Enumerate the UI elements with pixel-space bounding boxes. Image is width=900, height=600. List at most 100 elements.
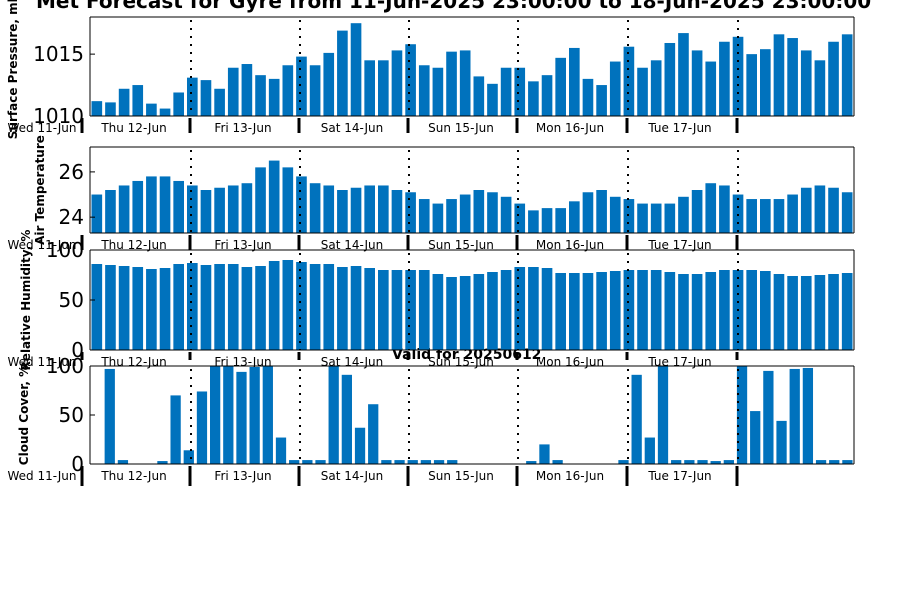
bar [528, 210, 539, 233]
bar [214, 264, 225, 350]
bar [746, 199, 757, 233]
bar [378, 270, 389, 350]
bar [664, 203, 676, 233]
bar [582, 273, 594, 350]
y-tick-label: 100 [46, 354, 84, 378]
bar [723, 460, 734, 464]
bar [814, 275, 826, 350]
bar [787, 276, 798, 350]
bar [657, 366, 669, 464]
bar [569, 201, 580, 233]
bar [249, 366, 260, 464]
bar [315, 460, 326, 464]
bar [289, 460, 300, 464]
bar [541, 268, 553, 350]
bar [91, 101, 103, 116]
bar [773, 199, 785, 233]
bar [323, 264, 335, 350]
bar [814, 185, 826, 233]
bar [200, 265, 212, 350]
bar [132, 267, 144, 350]
bar [787, 194, 798, 233]
day-label: Sun 15-Jun [428, 121, 494, 135]
bar [459, 194, 471, 233]
bar [637, 270, 648, 350]
bar [378, 60, 389, 116]
bar [555, 57, 566, 116]
bar [678, 196, 689, 233]
bar [350, 187, 362, 233]
bar [368, 404, 379, 464]
bar [473, 190, 485, 233]
bar [828, 41, 839, 116]
bar [582, 192, 594, 233]
bar [760, 199, 771, 233]
bar [732, 194, 744, 233]
bar [828, 274, 839, 350]
bar [227, 264, 239, 350]
day-label: Sun 15-Jun [428, 469, 494, 483]
bar [420, 460, 432, 464]
bar [418, 270, 430, 350]
bar [446, 51, 457, 116]
y-tick-label: 26 [59, 160, 84, 184]
bar [500, 270, 512, 350]
day-label: Fri 13-Jun [214, 121, 271, 135]
bar [173, 92, 184, 116]
bar [760, 49, 771, 116]
day-label: Sun 15-Jun [428, 238, 494, 252]
bar [802, 367, 814, 464]
bar [255, 75, 266, 116]
bar [159, 176, 171, 233]
bar [405, 44, 416, 117]
day-label: Tue 17-Jun [647, 238, 711, 252]
bar [623, 199, 635, 233]
bar [569, 273, 580, 350]
bar [381, 460, 392, 464]
bar [146, 103, 157, 117]
bar [541, 75, 553, 116]
day-label: Sun 15-Jun [428, 355, 494, 369]
day-label: Fri 13-Jun [214, 469, 271, 483]
bar [187, 77, 198, 116]
bar [539, 444, 550, 464]
bar [323, 185, 335, 233]
day-label: Mon 16-Jun [536, 121, 604, 135]
bar [637, 67, 648, 116]
y-tick-label: 1010 [33, 104, 84, 128]
bar [514, 203, 526, 233]
bar [173, 180, 184, 233]
bar [746, 54, 757, 117]
bar [800, 276, 812, 350]
bar [159, 108, 171, 116]
bar [241, 267, 253, 350]
bar [432, 274, 444, 350]
bar [473, 76, 485, 116]
day-label: Tue 17-Jun [647, 469, 711, 483]
bar [337, 267, 348, 350]
bar [296, 56, 307, 116]
bar [514, 267, 526, 350]
bar [815, 460, 827, 464]
y-tick-label: 50 [59, 403, 84, 427]
bar [789, 368, 800, 464]
bar [609, 271, 621, 350]
bar [350, 23, 362, 116]
bar [555, 273, 566, 350]
bar [118, 185, 130, 233]
day-label: Wed 11-Jun [8, 238, 77, 252]
bar [418, 199, 430, 233]
bar [210, 366, 221, 464]
day-label: Thu 12-Jun [100, 469, 166, 483]
bar [268, 78, 280, 117]
bar [650, 203, 662, 233]
bar [691, 50, 703, 116]
bar [746, 270, 757, 350]
bar [91, 194, 103, 233]
bar [773, 34, 785, 116]
bar [118, 88, 130, 116]
bar [159, 268, 171, 350]
bar [664, 42, 676, 116]
